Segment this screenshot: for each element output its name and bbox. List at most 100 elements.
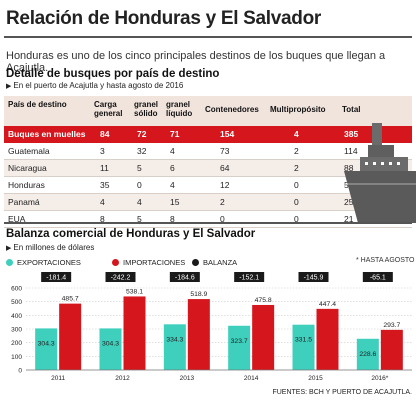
header-granel-solido: granel sólido [134,100,159,118]
destination-table: País de destino Carga general granel sól… [4,96,412,228]
chart-section-subtitle: ▶ En millones de dólares [6,243,94,252]
row-label: Guatemala [8,146,50,156]
row-label: Nicaragua [8,163,47,173]
table-row: Panamá 4 4 15 2 0 25 [4,194,412,211]
title-divider [4,36,412,38]
cell-granel-liquido: 6 [170,163,175,173]
y-tick-label: 100 [11,354,22,361]
row-label: Panamá [8,197,40,207]
chart-section-title: Balanza comercial de Honduras y El Salva… [6,228,256,240]
cell-multiproposito: 0 [294,197,299,207]
table-section-title: Detalle de busques por país de destino [6,68,220,80]
teal-dot-icon [6,259,13,266]
x-tick-label: 2015 [308,375,323,382]
exportaciones-value-label: 304.3 [38,340,55,347]
cell-contenedores: 2 [220,197,225,207]
importaciones-value-label: 475.8 [255,297,272,304]
red-dot-icon [112,259,119,266]
table-row: Guatemala 3 32 4 73 2 114 [4,143,412,160]
intro-text: Honduras es uno de los cinco principales… [6,50,386,74]
exportaciones-value-label: 334.3 [166,336,183,343]
importaciones-bar [123,296,146,370]
cell-granel-solido: 32 [137,146,147,156]
cell-carga-general: 84 [100,129,110,139]
importaciones-value-label: 293.7 [383,322,400,329]
table-row-highlight: Buques en muelles 84 72 71 154 4 385 [4,126,412,143]
cell-multiproposito: 2 [294,146,299,156]
header-contenedores: Contenedores [205,105,259,114]
y-tick-label: 600 [11,286,22,293]
importaciones-value-label: 518.9 [190,291,207,298]
importaciones-value-label: 485.7 [62,296,79,303]
table-subtitle-text: En el puerto de Acajutla y hasta agosto … [13,81,184,90]
importaciones-bar [187,299,210,370]
legend-label: BALANZA [203,258,238,267]
y-tick-label: 400 [11,313,22,320]
header-granel-liquido: granel líquido [166,100,193,118]
exportaciones-bar [163,324,186,370]
header-country: País de destino [8,100,67,109]
sources-note: FUENTES: BCH Y PUERTO DE ACAJUTLA. [272,389,412,396]
x-tick-label: 2014 [244,375,259,382]
cell-carga-general: 3 [100,146,105,156]
y-tick-label: 200 [11,340,22,347]
cell-contenedores: 12 [220,180,230,190]
cell-total: 385 [344,129,359,139]
balanza-value-label: -242.2 [111,275,131,282]
cell-total: 114 [344,146,358,156]
importaciones-bar [316,308,339,370]
row-label: Honduras [8,180,45,190]
exportaciones-bar [292,324,315,370]
x-tick-label: 2012 [115,375,130,382]
cell-granel-liquido: 15 [170,197,180,207]
note-hasta-agosto: * HASTA AGOSTO [356,257,415,264]
x-tick-label: 2011 [51,375,65,382]
y-tick-label: 500 [11,299,22,306]
cell-carga-general: 4 [100,197,105,207]
triangle-icon: ▶ [6,245,12,252]
legend-exportaciones: EXPORTACIONES [6,258,81,267]
y-tick-label: 300 [11,327,22,334]
table-row: Nicaragua 11 5 6 64 2 88 [4,160,412,177]
cell-total: 21 [344,214,354,224]
cell-carga-general: 11 [100,163,109,173]
cell-total: 88 [344,163,354,173]
cell-multiproposito: 0 [294,180,299,190]
balanza-badge [362,272,393,282]
legend-importaciones: IMPORTACIONES [112,258,185,267]
chart-subtitle-text: En millones de dólares [13,243,95,252]
exportaciones-value-label: 323.7 [231,338,248,345]
x-tick-label: 2013 [180,375,195,382]
cell-granel-liquido: 4 [170,146,175,156]
exportaciones-value-label: 304.3 [102,340,119,347]
exportaciones-bar [228,325,251,370]
exportaciones-bar [99,328,122,370]
black-dot-icon [192,259,199,266]
balanza-value-label: -145.9 [304,275,324,282]
importaciones-bar [59,303,82,370]
y-tick-label: 0 [18,368,22,375]
exportaciones-bar [356,338,379,370]
exportaciones-bar [35,328,58,370]
cell-carga-general: 8 [100,214,105,224]
table-row: EUA 8 5 8 0 0 21 [4,211,412,228]
ship-icon [344,123,416,223]
cell-granel-liquido: 4 [170,180,175,190]
table-header: País de destino Carga general granel sól… [4,96,412,126]
balanza-badge [298,272,329,282]
row-label: Buques en muelles [8,129,86,139]
importaciones-value-label: 447.4 [319,301,336,308]
balanza-badge [41,272,72,282]
cell-granel-solido: 72 [137,129,147,139]
importaciones-bar [380,329,403,370]
cell-granel-liquido: 8 [170,214,175,224]
exportaciones-value-label: 228.6 [359,351,376,358]
cell-granel-solido: 5 [137,163,142,173]
triangle-icon: ▶ [6,83,12,90]
importaciones-value-label: 538.1 [126,288,143,295]
balanza-badge [234,272,265,282]
legend-balanza: BALANZA [192,258,237,267]
page-title: Relación de Honduras y El Salvador [6,8,322,29]
cell-granel-liquido: 71 [170,129,180,139]
cell-granel-solido: 5 [137,214,142,224]
